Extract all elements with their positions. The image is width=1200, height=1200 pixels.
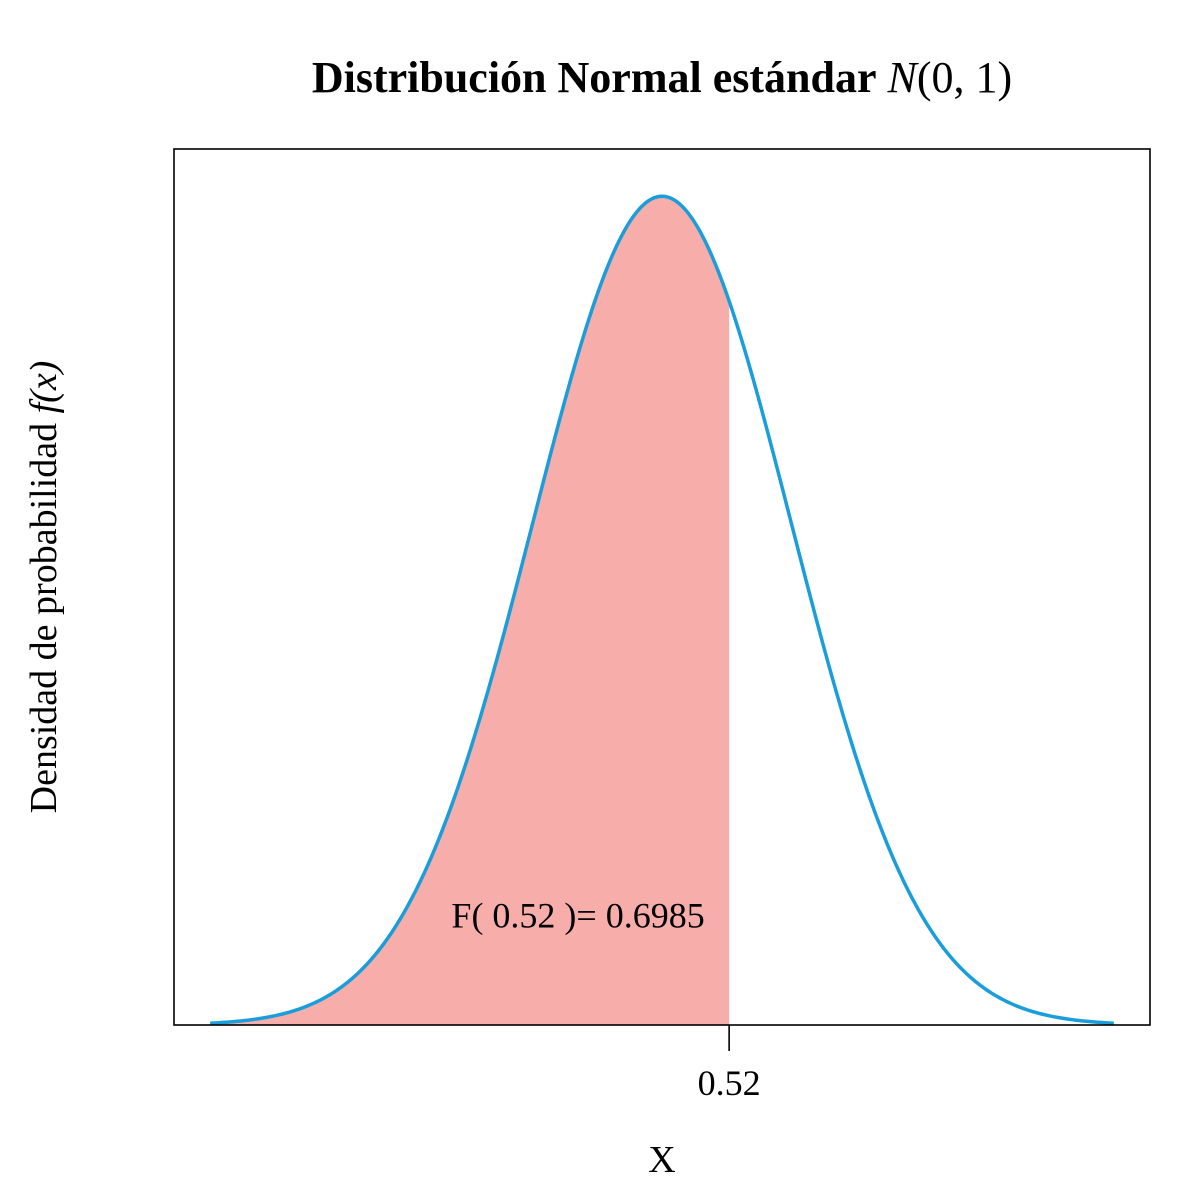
cdf-annotation: F( 0.52 )= 0.6985 bbox=[451, 895, 704, 935]
x-axis-label: X bbox=[648, 1139, 675, 1181]
shaded-area-cdf bbox=[210, 196, 730, 1025]
x-tick-label: 0.52 bbox=[698, 1063, 761, 1103]
plot-frame bbox=[173, 148, 1151, 1026]
density-curve bbox=[210, 194, 1114, 1025]
x-axis-ticks: 0.52 bbox=[698, 1025, 761, 1103]
y-axis-label: Densidad de probabilidad f(x) bbox=[23, 361, 65, 814]
chart-title: Distribución Normal estándar N(0, 1) bbox=[312, 53, 1012, 102]
